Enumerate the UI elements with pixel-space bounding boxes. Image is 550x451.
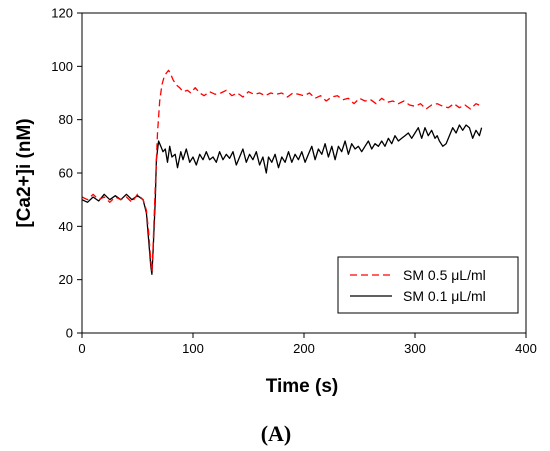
y-tick-label: 120: [51, 6, 73, 21]
x-tick-label: 400: [515, 341, 537, 356]
legend-entry-sm-0-5: SM 0.5 μL/ml: [403, 267, 486, 283]
x-axis: 0 100 200 300 400: [78, 333, 537, 356]
x-tick-label: 200: [293, 341, 315, 356]
y-tick-label: 100: [51, 59, 73, 74]
legend: SM 0.5 μL/ml SM 0.1 μL/ml: [337, 256, 519, 314]
plot-lines: [81, 69, 483, 275]
y-tick-label: 40: [59, 219, 73, 234]
y-tick-label: 20: [59, 272, 73, 287]
x-tick-label: 300: [404, 341, 426, 356]
y-tick-label: 80: [59, 112, 73, 127]
legend-box: [337, 256, 519, 314]
y-axis-title: [Ca2+]i (nM): [14, 118, 35, 227]
series-line-sm-0-1: [81, 124, 483, 275]
series-line-sm-0-5: [81, 69, 482, 273]
panel-label: (A): [261, 421, 292, 446]
x-axis-title: Time (s): [266, 376, 339, 397]
y-axis: 0 20 40 60 80 100 120: [51, 6, 82, 341]
x-tick-label: 0: [78, 341, 85, 356]
legend-entry-sm-0-1: SM 0.1 μL/ml: [403, 288, 486, 304]
y-tick-label: 60: [59, 166, 73, 181]
y-tick-label: 0: [66, 326, 73, 341]
x-tick-label: 100: [182, 341, 204, 356]
